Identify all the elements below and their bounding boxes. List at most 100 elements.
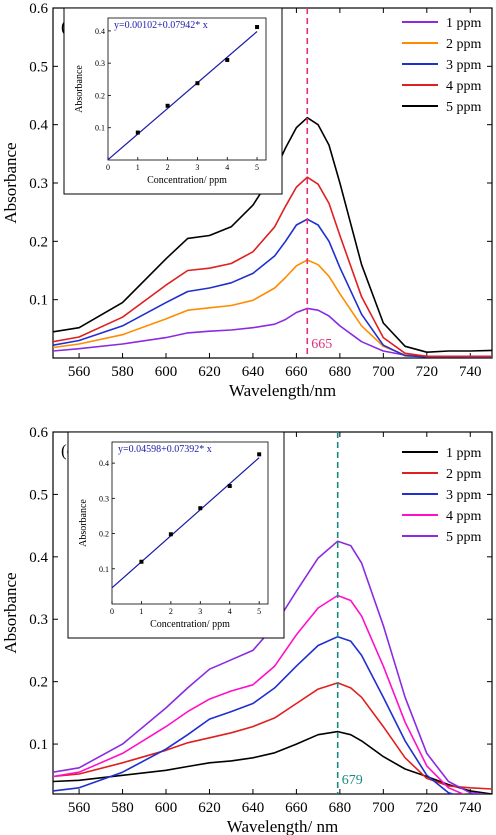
inset-data-point-3 — [225, 57, 230, 62]
legend-label-2: 3 ppm — [446, 58, 482, 73]
x-axis-title: Wavelength/nm — [229, 381, 336, 400]
x-tick-label: 580 — [111, 364, 134, 380]
series-group — [53, 116, 492, 358]
inset-y-tick-label: 0.2 — [95, 91, 105, 100]
inset-y-axis-title: Absorbance — [78, 499, 89, 547]
inset-y-tick-label: 0.2 — [99, 530, 109, 539]
x-tick-label: 700 — [372, 364, 395, 380]
y-tick-label: 0.3 — [29, 176, 48, 192]
series-line-0 — [53, 307, 492, 358]
x-tick-label: 740 — [459, 800, 482, 816]
inset-fit-line — [107, 31, 258, 161]
inset-data-point-4 — [255, 25, 260, 30]
inset-data-point-1 — [165, 103, 170, 108]
series-line-1 — [53, 259, 492, 358]
legend-label-3: 4 ppm — [446, 79, 482, 94]
inset-chart: 0 1 2 3 4 5 0.1 0.2 0.3 0.4 Concentration/ ppm Abso… — [63, 7, 283, 195]
x-tick-label: 660 — [285, 800, 308, 816]
y-tick-label: 0.5 — [29, 487, 48, 503]
y-tick-label: 0.5 — [29, 59, 48, 75]
inset-fit-line — [111, 457, 260, 589]
legend-label-0: 1 ppm — [446, 16, 482, 31]
y-tick-label: 0.2 — [29, 675, 48, 691]
y-tick-label: 0.4 — [29, 550, 48, 566]
series-line-3 — [53, 594, 466, 794]
inset-data-point-3 — [227, 484, 232, 489]
legend-label-2: 3 ppm — [446, 488, 482, 503]
x-tick-label: 700 — [372, 800, 395, 816]
y-tick-label: 0.3 — [29, 612, 48, 628]
x-tick-label: 600 — [155, 800, 178, 816]
inset-x-tick-label: 1 — [139, 607, 143, 616]
inset-data-point-0 — [139, 559, 144, 564]
inset-y-tick-label: 0.4 — [99, 459, 109, 468]
inset-equation: y=0.04598+0.07392* x — [118, 444, 212, 455]
x-tick-label: 560 — [68, 800, 91, 816]
x-tick-label: 600 — [155, 364, 178, 380]
y-tick-label: 0.6 — [29, 425, 48, 441]
y-tick-label: 0.6 — [29, 1, 48, 17]
inset-x-tick-label: 2 — [166, 163, 170, 172]
chart-panel-c: 560 580 600 620 640 660 680 700 720 7400.10.20.30… — [1, 1, 493, 400]
y-tick-label: 0.4 — [29, 118, 48, 134]
x-tick-label: 720 — [416, 800, 439, 816]
inset-x-axis-title: Concentration/ ppm — [150, 619, 230, 630]
series-line-2 — [53, 218, 492, 358]
inset-data-point-2 — [195, 81, 200, 86]
x-axis-title: Wavelength/ nm — [227, 817, 338, 835]
inset-x-tick-label: 1 — [136, 163, 140, 172]
inset-data-point-4 — [257, 452, 262, 457]
x-tick-label: 720 — [416, 364, 439, 380]
x-tick-label: 640 — [242, 800, 265, 816]
series-group — [53, 540, 492, 794]
inset-chart: 0 1 2 3 4 5 0.1 0.2 0.3 0.4 Concentration/ ppm Abso… — [67, 431, 285, 639]
inset-x-tick-label: 3 — [195, 163, 199, 172]
legend-label-3: 4 ppm — [446, 509, 482, 524]
inset-x-axis-title: Concentration/ ppm — [147, 175, 227, 186]
y-axis-title: Absorbance — [1, 142, 20, 223]
inset-x-tick-label: 5 — [255, 163, 259, 172]
series-line-3 — [53, 176, 492, 358]
inset-data-point-0 — [135, 130, 140, 135]
legend-label-4: 5 ppm — [446, 100, 482, 115]
x-tick-label: 740 — [459, 364, 482, 380]
legend-label-0: 1 ppm — [446, 446, 482, 461]
inset-plot-frame — [107, 17, 267, 161]
inset-x-tick-label: 2 — [169, 607, 173, 616]
inset-data-point-1 — [168, 532, 173, 537]
inset-x-tick-label: 0 — [106, 163, 110, 172]
inset-y-axis-title: Absorbance — [74, 65, 85, 113]
x-tick-label: 680 — [329, 364, 352, 380]
inset-x-tick-label: 3 — [198, 607, 202, 616]
series-line-4 — [53, 540, 489, 794]
y-tick-label: 0.1 — [29, 293, 48, 309]
inset-y-tick-label: 0.1 — [99, 565, 109, 574]
legend-label-4: 5 ppm — [446, 530, 482, 545]
y-tick-label: 0.1 — [29, 737, 48, 753]
inset-data-point-2 — [198, 506, 203, 511]
inset-y-tick-label: 0.3 — [99, 494, 109, 503]
inset-equation: y=0.00102+0.07942* x — [114, 20, 208, 31]
x-tick-label: 620 — [198, 800, 221, 816]
series-line-4 — [53, 116, 492, 353]
series-line-2 — [53, 635, 456, 794]
inset-y-tick-label: 0.3 — [95, 59, 105, 68]
x-tick-label: 580 — [111, 800, 134, 816]
inset-x-tick-label: 4 — [228, 607, 232, 616]
y-axis-title: Absorbance — [1, 572, 20, 653]
y-tick-label: 0.2 — [29, 234, 48, 250]
chart-panel-d: 560 580 600 620 640 660 680 700 720 740 0.1 0.2 0.3 0… — [1, 425, 493, 835]
inset-x-tick-label: 4 — [225, 163, 229, 172]
inset-plot-frame — [111, 441, 269, 605]
x-tick-label: 640 — [242, 364, 265, 380]
legend-label-1: 2 ppm — [446, 467, 482, 482]
peak-marker-label: 679 — [342, 773, 363, 788]
inset-y-tick-label: 0.4 — [95, 27, 105, 36]
x-tick-label: 560 — [68, 364, 91, 380]
inset-x-tick-label: 5 — [257, 607, 261, 616]
x-tick-label: 680 — [329, 800, 352, 816]
x-tick-label: 660 — [285, 364, 308, 380]
peak-marker-label: 665 — [311, 337, 332, 352]
series-line-1 — [53, 682, 492, 790]
